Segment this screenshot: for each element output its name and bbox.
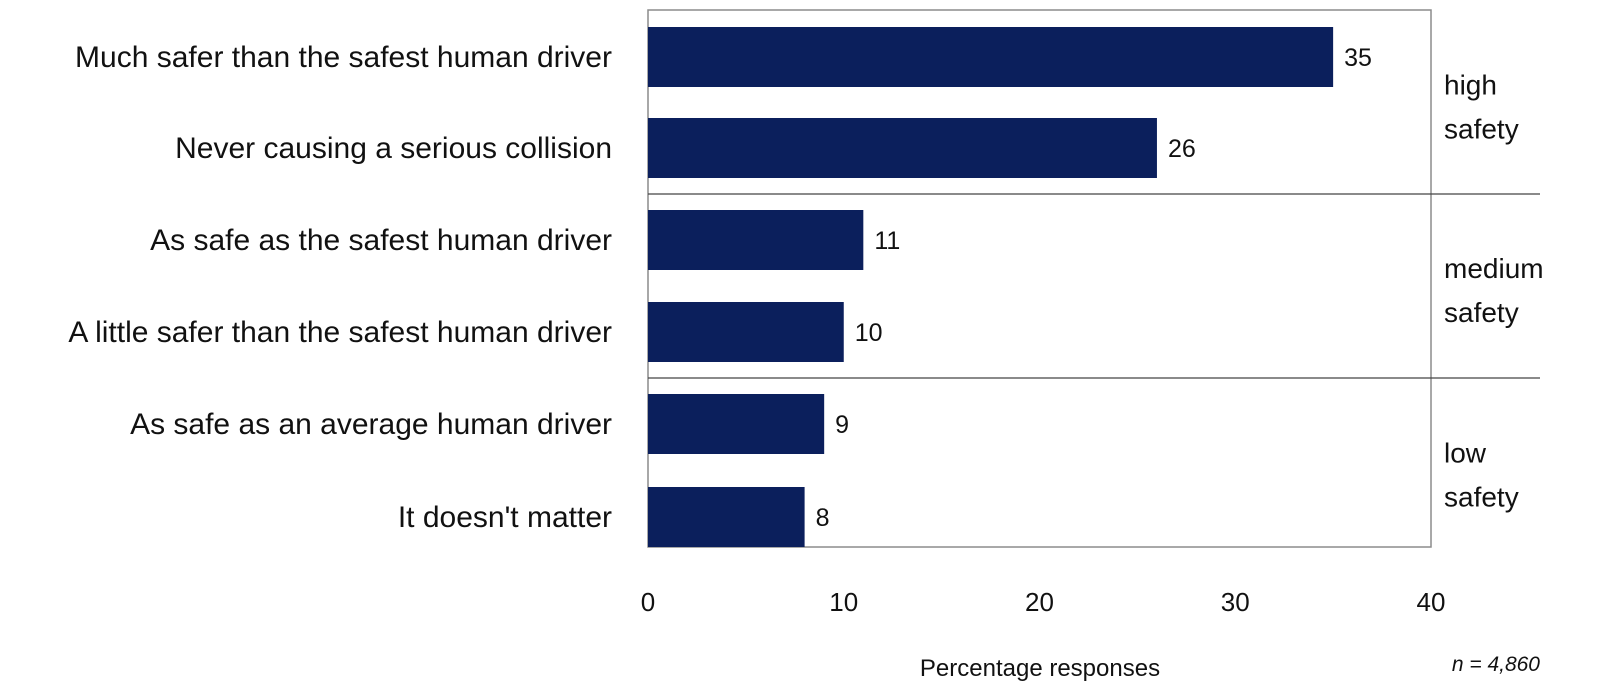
group-label-line: high <box>1444 70 1497 101</box>
bar <box>648 27 1334 87</box>
bar-value-label: 11 <box>874 227 900 255</box>
labels-layer: 35 Much safer than the safest human drive… <box>68 41 1372 534</box>
x-tick-label: 20 <box>1025 587 1054 617</box>
bar <box>648 487 805 547</box>
category-label: It doesn't matter <box>398 501 612 534</box>
group-label-line: medium <box>1444 253 1544 284</box>
bar <box>648 210 864 270</box>
group-label-line: safety <box>1444 482 1519 513</box>
sample-size-note: n = 4,860 <box>1452 653 1540 676</box>
bar-value-label: 9 <box>835 411 849 439</box>
category-label: As safe as the safest human driver <box>150 224 612 257</box>
bar <box>648 302 844 362</box>
group-label: low safety <box>1444 438 1519 513</box>
x-tick-label: 0 <box>641 587 655 617</box>
group-label-line: safety <box>1444 114 1519 145</box>
plot-area-frame <box>647 9 1432 548</box>
group-label: high safety <box>1444 70 1519 145</box>
bar-value-label: 35 <box>1344 44 1372 72</box>
groups-layer: high safety medium safety low safety <box>648 70 1544 513</box>
group-label-line: safety <box>1444 297 1519 328</box>
bar-value-label: 10 <box>855 319 883 347</box>
x-tick-label: 10 <box>829 587 858 617</box>
x-axis-title: Percentage responses <box>920 655 1160 682</box>
x-tick-label: 40 <box>1417 587 1446 617</box>
bar-value-label: 8 <box>816 504 830 532</box>
group-label: medium safety <box>1444 253 1544 328</box>
group-label-line: low <box>1444 438 1487 469</box>
category-label: A little safer than the safest human dri… <box>68 316 612 349</box>
ticks-layer: 0 10 20 30 40 <box>641 587 1446 617</box>
category-label: As safe as an average human driver <box>130 408 612 441</box>
x-tick-label: 30 <box>1221 587 1250 617</box>
bars-layer <box>648 27 1334 547</box>
bar <box>648 118 1157 178</box>
category-label: Much safer than the safest human driver <box>75 41 612 74</box>
bar <box>648 394 825 454</box>
category-label: Never causing a serious collision <box>175 132 612 165</box>
bar-value-label: 26 <box>1168 135 1196 163</box>
